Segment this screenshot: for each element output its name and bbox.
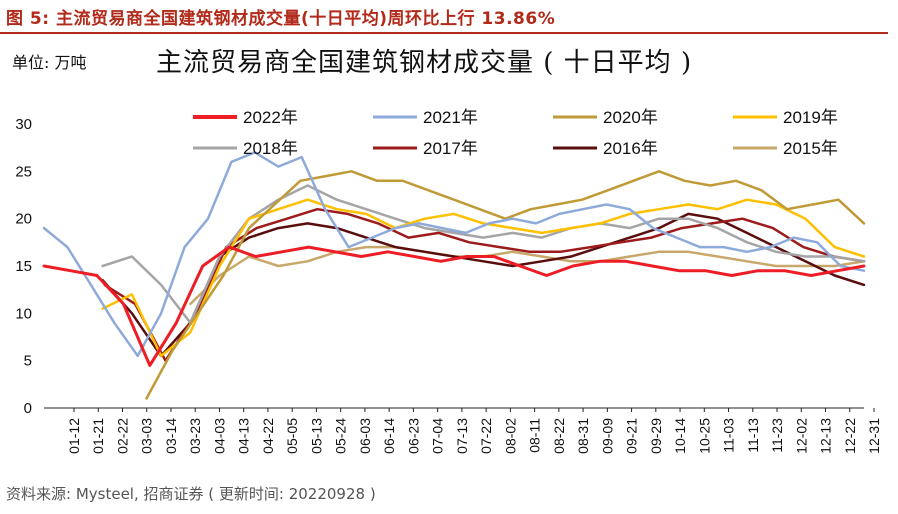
y-tick-label: 15: [15, 258, 32, 275]
x-tick-label: 05-24: [333, 418, 349, 454]
chart-title: 主流贸易商全国建筑钢材成交量 ( 十日平均 ): [156, 48, 693, 78]
x-tick-label: 10-25: [696, 418, 712, 454]
y-tick-label: 5: [24, 353, 32, 370]
chart-legend: 2022年 2021年 2020年 2019年 2018年 2017年 2016年 2015年: [193, 108, 838, 158]
figure-title: 图 5: 主流贸易商全国建筑钢材成交量(十日平均)周环比上行 13.86%: [6, 9, 556, 29]
x-tick-label: 09-29: [648, 418, 664, 454]
y-tick-label: 25: [15, 163, 32, 180]
chart-axes: 0 5 10 15 20 25 30 01-12 01-21 02-22 03-03 03-14 03-…: [15, 116, 882, 454]
series-line-2015: [189, 245, 866, 306]
y-tick-label: 20: [15, 211, 32, 228]
y-tick-label: 10: [15, 305, 32, 322]
x-tick-label: 09-09: [599, 418, 615, 454]
x-tick-label: 06-14: [381, 418, 397, 454]
x-tick-label: 04-03: [211, 418, 227, 454]
legend-label-2020: 2020年: [603, 108, 658, 127]
x-tick-label: 12-31: [866, 418, 882, 454]
x-tick-label: 04-13: [236, 418, 252, 454]
x-tick-label: 03-03: [139, 418, 155, 454]
x-tick-label: 10-14: [672, 418, 688, 454]
x-tick-label: 09-21: [624, 418, 640, 454]
x-tick-label: 12-02: [793, 418, 809, 454]
chart-series: [42, 151, 866, 400]
legend-label-2018: 2018年: [243, 139, 298, 158]
series-line-2020: [145, 170, 866, 400]
x-tick-label: 07-22: [478, 418, 494, 454]
x-tick-label: 06-23: [405, 418, 421, 454]
x-tick-label: 05-13: [308, 418, 324, 454]
x-tick-label: 01-12: [66, 418, 82, 454]
x-tick-label: 08-22: [551, 418, 567, 454]
x-tick-label: 11-03: [721, 418, 737, 453]
x-tick-label: 08-02: [502, 418, 518, 454]
x-tick-label: 03-23: [187, 418, 203, 454]
x-tick-label: 03-14: [163, 418, 179, 454]
x-tick-label: 05-05: [284, 418, 300, 454]
x-tick-label: 08-31: [575, 418, 591, 454]
x-tick-label: 06-03: [357, 418, 373, 454]
legend-label-2017: 2017年: [423, 139, 478, 158]
series-line-2021: [42, 151, 866, 358]
series-line-2018: [101, 184, 866, 325]
title-divider: [0, 32, 888, 34]
x-tick-label: 02-22: [114, 418, 130, 454]
legend-label-2019: 2019年: [783, 108, 838, 127]
series-line-2017: [103, 207, 866, 362]
x-tick-label: 11-23: [769, 418, 785, 453]
legend-label-2016: 2016年: [603, 139, 658, 158]
series-line-2019: [101, 198, 866, 358]
x-tick-label: 12-13: [818, 418, 834, 454]
x-tick-label: 11-13: [745, 418, 761, 453]
source-note: 资料来源: Mysteel, 招商证券 ( 更新时间: 20220928 ): [6, 485, 376, 503]
x-tick-label: 07-04: [430, 418, 446, 454]
legend-label-2022: 2022年: [243, 108, 298, 127]
y-tick-label: 30: [15, 116, 32, 133]
x-tick-label: 12-22: [842, 418, 858, 454]
legend-label-2021: 2021年: [423, 108, 478, 127]
x-tick-label: 01-21: [90, 418, 106, 454]
y-tick-label: 0: [24, 400, 32, 417]
unit-label: 单位: 万吨: [12, 53, 87, 72]
series-line-2022: [42, 245, 866, 367]
x-tick-label: 08-11: [527, 418, 543, 453]
x-tick-label: 04-22: [260, 418, 276, 454]
x-tick-label: 07-13: [454, 418, 470, 454]
legend-label-2015: 2015年: [783, 139, 838, 158]
